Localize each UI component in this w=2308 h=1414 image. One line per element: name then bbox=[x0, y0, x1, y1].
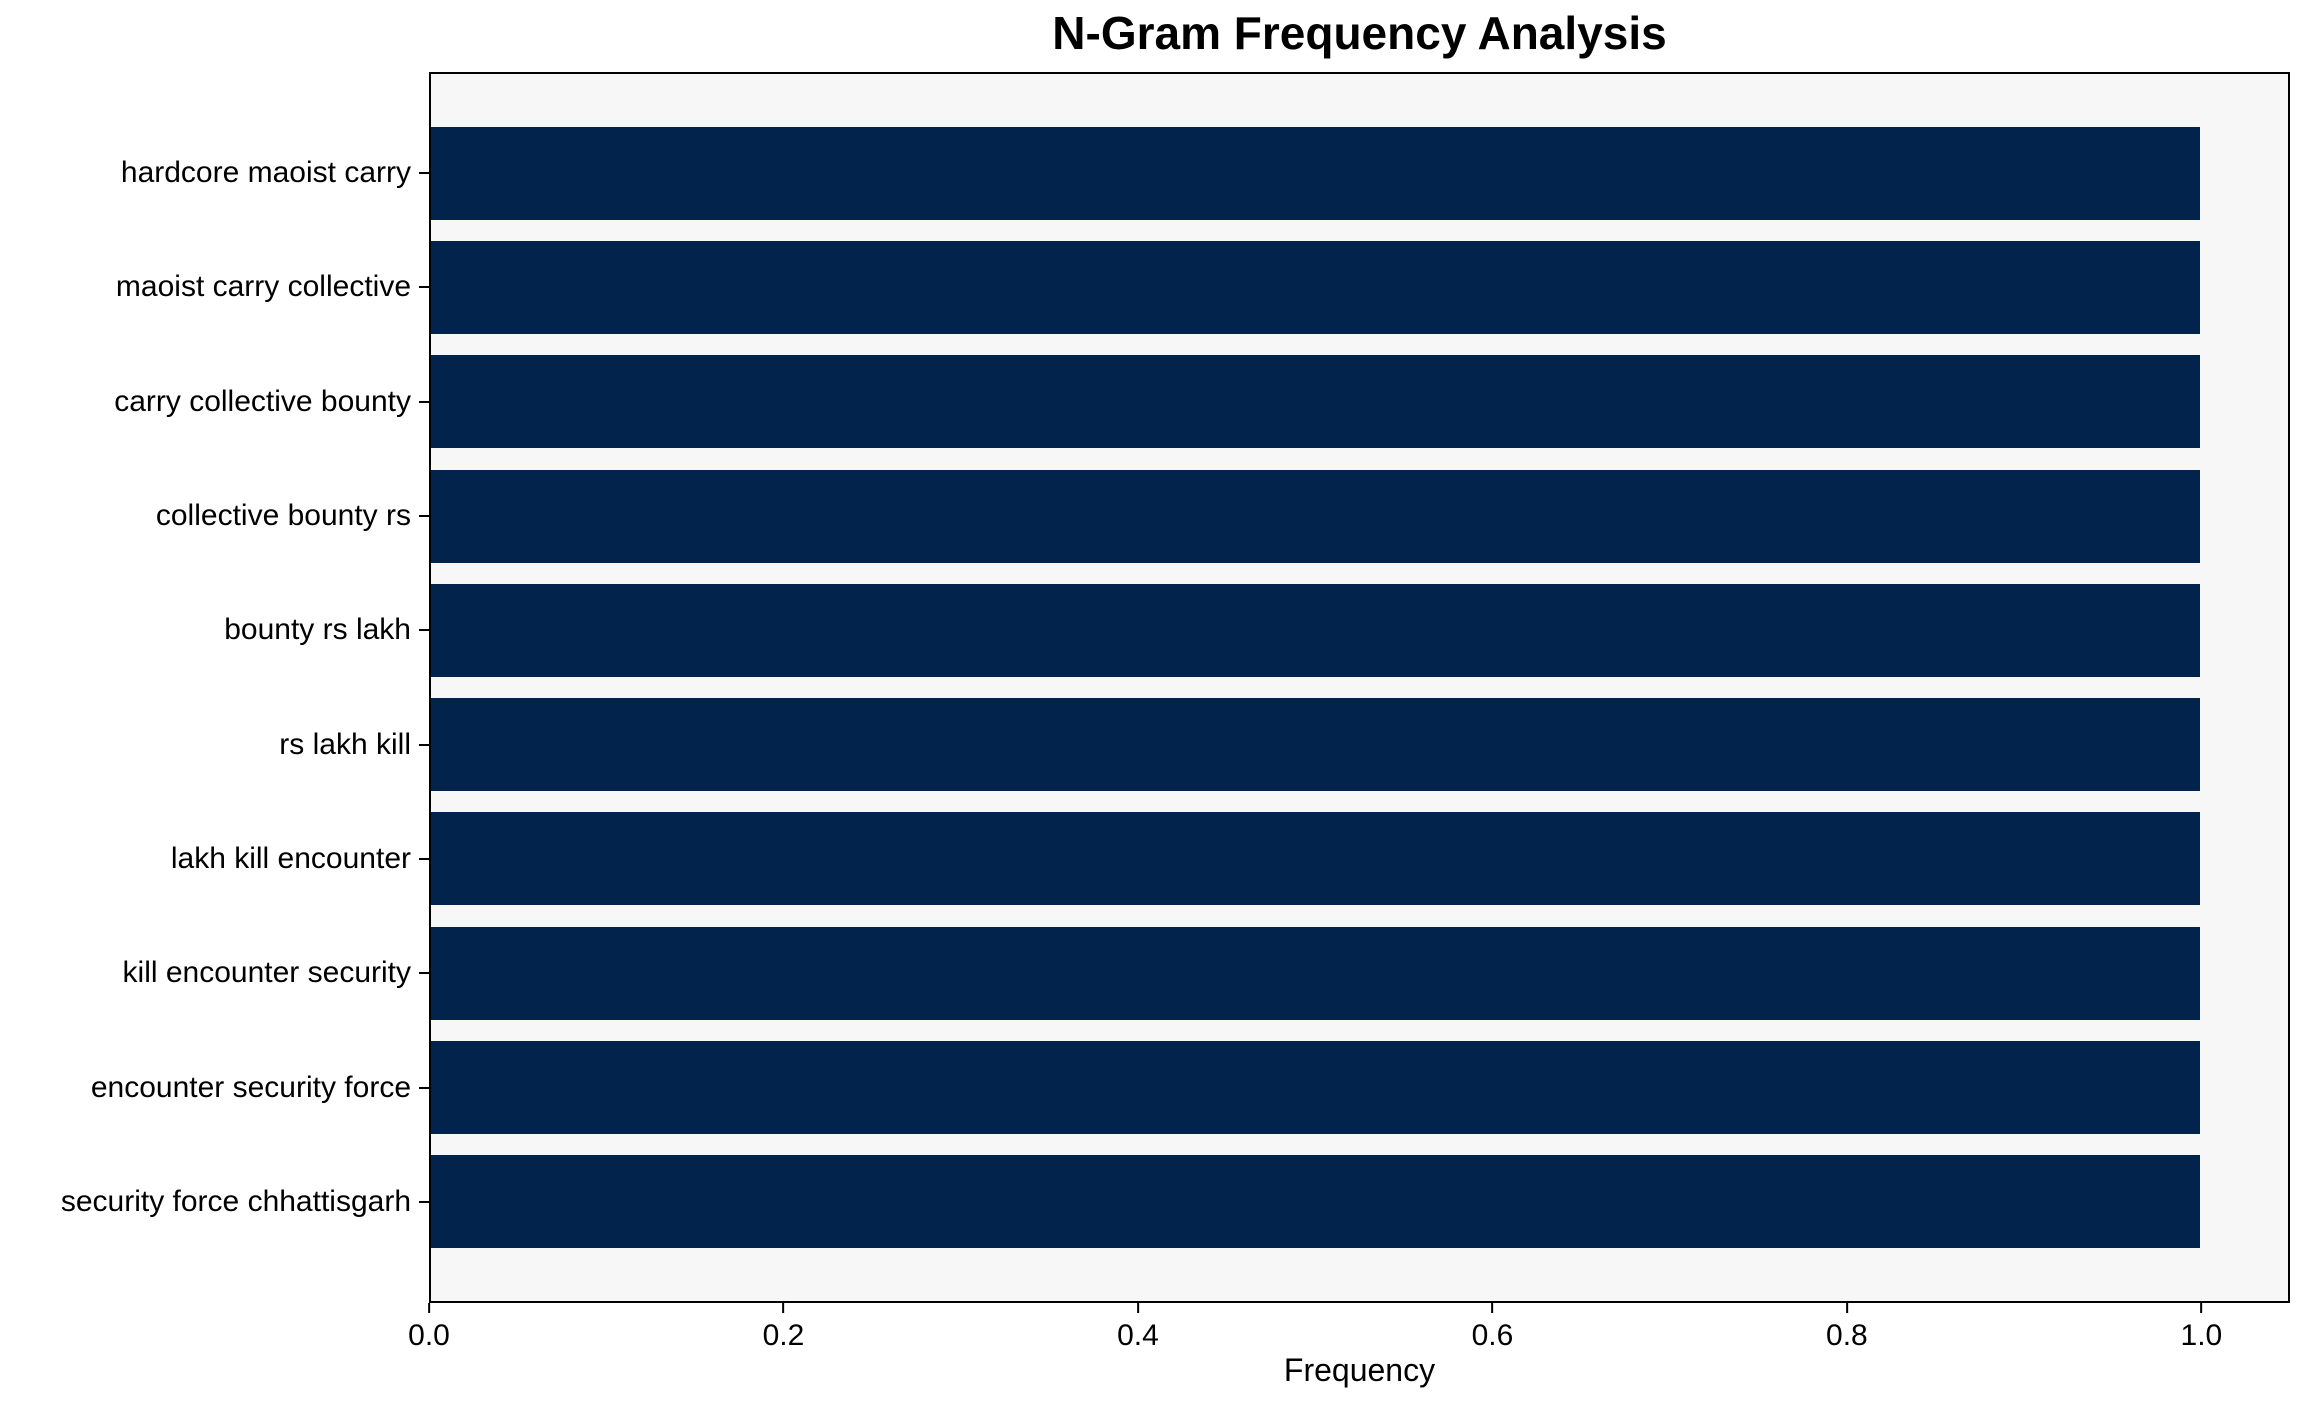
y-tick-row: rs lakh kill bbox=[0, 687, 429, 801]
y-tick-mark bbox=[419, 1086, 429, 1089]
x-tick-label: 0.4 bbox=[1117, 1319, 1159, 1352]
bar bbox=[431, 240, 2200, 334]
bar-row bbox=[431, 116, 2288, 230]
y-tick-row: carry collective bounty bbox=[0, 345, 429, 459]
bar bbox=[431, 698, 2200, 792]
y-tick-mark bbox=[419, 172, 429, 175]
y-tick-label: bounty rs lakh bbox=[224, 613, 411, 647]
x-tick-label: 0.6 bbox=[1471, 1319, 1514, 1352]
bar bbox=[431, 583, 2200, 677]
x-tick-label: 0.2 bbox=[762, 1319, 805, 1352]
bars-area bbox=[431, 74, 2288, 1301]
bar-row bbox=[431, 916, 2288, 1030]
y-tick-mark bbox=[419, 857, 429, 860]
bar-row bbox=[431, 1145, 2288, 1259]
bar bbox=[431, 926, 2200, 1020]
y-tick-label: maoist carry collective bbox=[115, 270, 411, 304]
y-tick-row: hardcore maoist carry bbox=[0, 116, 429, 230]
y-tick-label: carry collective bounty bbox=[114, 384, 411, 418]
y-tick-mark bbox=[419, 972, 429, 975]
bar bbox=[431, 355, 2200, 449]
y-tick-mark bbox=[419, 1200, 429, 1203]
y-tick-row: kill encounter security bbox=[0, 916, 429, 1030]
y-tick-mark bbox=[419, 286, 429, 289]
y-tick-row: lakh kill encounter bbox=[0, 802, 429, 916]
x-tick-label: 1.0 bbox=[2180, 1319, 2223, 1352]
bar-row bbox=[431, 1030, 2288, 1144]
y-tick-label: encounter security force bbox=[90, 1070, 411, 1104]
bar bbox=[431, 1155, 2200, 1249]
x-axis: 0.0 0.2 0.4 0.6 0.8 1.0 bbox=[408, 1303, 2290, 1373]
x-tick-mark bbox=[428, 1303, 430, 1313]
y-axis: hardcore maoist carry maoist carry collec… bbox=[0, 74, 429, 1301]
y-tick-row: collective bounty rs bbox=[0, 459, 429, 573]
y-tick-row: encounter security force bbox=[0, 1030, 429, 1144]
bar bbox=[431, 469, 2200, 563]
bar bbox=[431, 1041, 2200, 1135]
y-tick-mark bbox=[419, 400, 429, 403]
x-tick-mark bbox=[2200, 1303, 2203, 1313]
x-tick: 0.8 bbox=[1826, 1303, 1868, 1351]
y-tick-label: security force chhattisgarh bbox=[60, 1184, 411, 1218]
y-tick-label: lakh kill encounter bbox=[170, 841, 411, 875]
x-tick-label: 0.0 bbox=[408, 1319, 450, 1352]
y-tick-label: collective bounty rs bbox=[155, 499, 411, 533]
chart-title: N-Gram Frequency Analysis bbox=[1052, 7, 1667, 59]
x-tick: 0.4 bbox=[1117, 1303, 1159, 1351]
x-tick: 0.0 bbox=[408, 1303, 450, 1351]
y-tick-label: hardcore maoist carry bbox=[120, 156, 411, 190]
y-tick-label: kill encounter security bbox=[122, 956, 411, 990]
bar-row bbox=[431, 573, 2288, 687]
y-tick-label: rs lakh kill bbox=[279, 727, 411, 761]
y-tick-mark bbox=[419, 743, 429, 746]
x-tick-mark bbox=[1136, 1303, 1139, 1313]
x-tick-label: 0.8 bbox=[1826, 1319, 1868, 1352]
y-tick-row: security force chhattisgarh bbox=[0, 1145, 429, 1259]
x-tick: 0.6 bbox=[1471, 1303, 1514, 1352]
bar-row bbox=[431, 345, 2288, 459]
x-tick-mark bbox=[1491, 1303, 1494, 1313]
y-tick-row: bounty rs lakh bbox=[0, 573, 429, 687]
y-tick-mark bbox=[419, 629, 429, 632]
x-tick-mark bbox=[782, 1303, 785, 1313]
bar-row bbox=[431, 802, 2288, 916]
bar-row bbox=[431, 687, 2288, 801]
bar-row bbox=[431, 230, 2288, 344]
bar bbox=[431, 126, 2200, 220]
x-tick: 0.2 bbox=[762, 1303, 805, 1352]
y-tick-row: maoist carry collective bbox=[0, 230, 429, 344]
bar bbox=[431, 812, 2200, 906]
x-axis-title: Frequency bbox=[1283, 1352, 1436, 1388]
bar-row bbox=[431, 459, 2288, 573]
y-tick-mark bbox=[419, 515, 429, 518]
x-tick: 1.0 bbox=[2180, 1303, 2223, 1352]
plot-area bbox=[429, 72, 2290, 1303]
x-tick-mark bbox=[1845, 1303, 1848, 1313]
